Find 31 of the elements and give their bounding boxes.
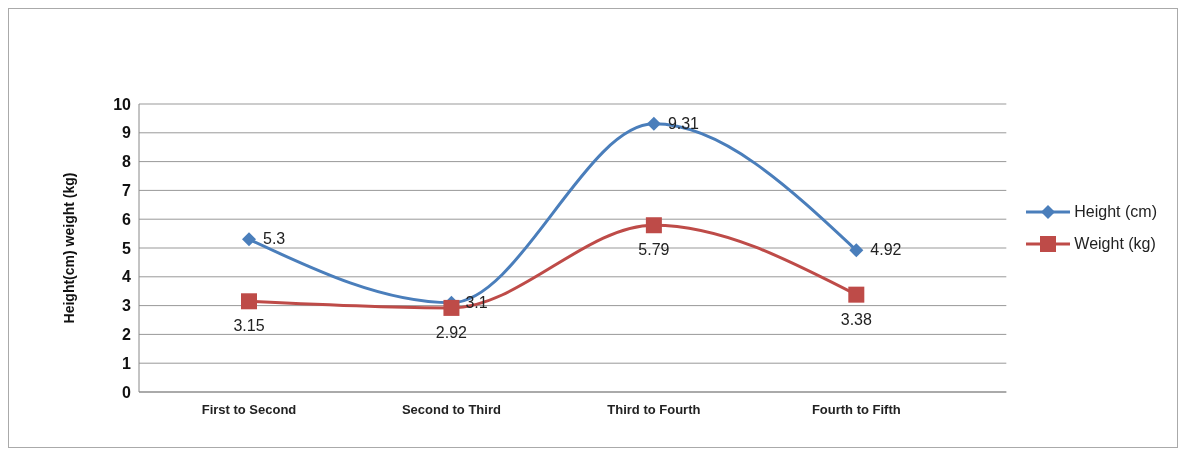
y-tick-label: 2 xyxy=(122,326,132,344)
data-label: 5.3 xyxy=(263,230,286,248)
y-tick-label: 8 xyxy=(122,153,132,171)
point xyxy=(848,286,865,303)
point xyxy=(241,293,257,310)
legend-label: Weight (kg) xyxy=(1074,235,1156,253)
point xyxy=(443,299,460,316)
x-tick-label: Second to Third xyxy=(401,402,501,417)
point xyxy=(646,116,661,131)
y-tick-label: 6 xyxy=(122,210,132,228)
x-tick-label: Fourth to Fifth xyxy=(811,402,901,417)
y-tick-label: 10 xyxy=(113,95,132,113)
data-label: 4.92 xyxy=(870,241,902,259)
data-label: 3.38 xyxy=(840,310,872,328)
y-tick-label: 4 xyxy=(122,268,132,286)
y-tick-label: 0 xyxy=(122,383,132,401)
y-axis-title: Height(cm) weight (kg) xyxy=(60,172,77,324)
data-label: 3.15 xyxy=(233,317,265,335)
x-tick-label: First to Second xyxy=(201,402,297,417)
data-label: 5.79 xyxy=(638,241,670,259)
y-tick-label: 1 xyxy=(122,354,132,372)
y-tick-label: 5 xyxy=(122,239,132,257)
data-label: 2.92 xyxy=(435,323,468,341)
y-tick-label: 9 xyxy=(122,124,132,142)
point xyxy=(645,217,662,234)
legend-label: Height (cm) xyxy=(1074,203,1157,221)
point xyxy=(849,243,864,258)
y-tick-label: 3 xyxy=(122,297,132,315)
y-tick-label: 7 xyxy=(122,182,132,200)
point xyxy=(242,232,256,247)
x-tick-label: Third to Fourth xyxy=(607,402,701,417)
